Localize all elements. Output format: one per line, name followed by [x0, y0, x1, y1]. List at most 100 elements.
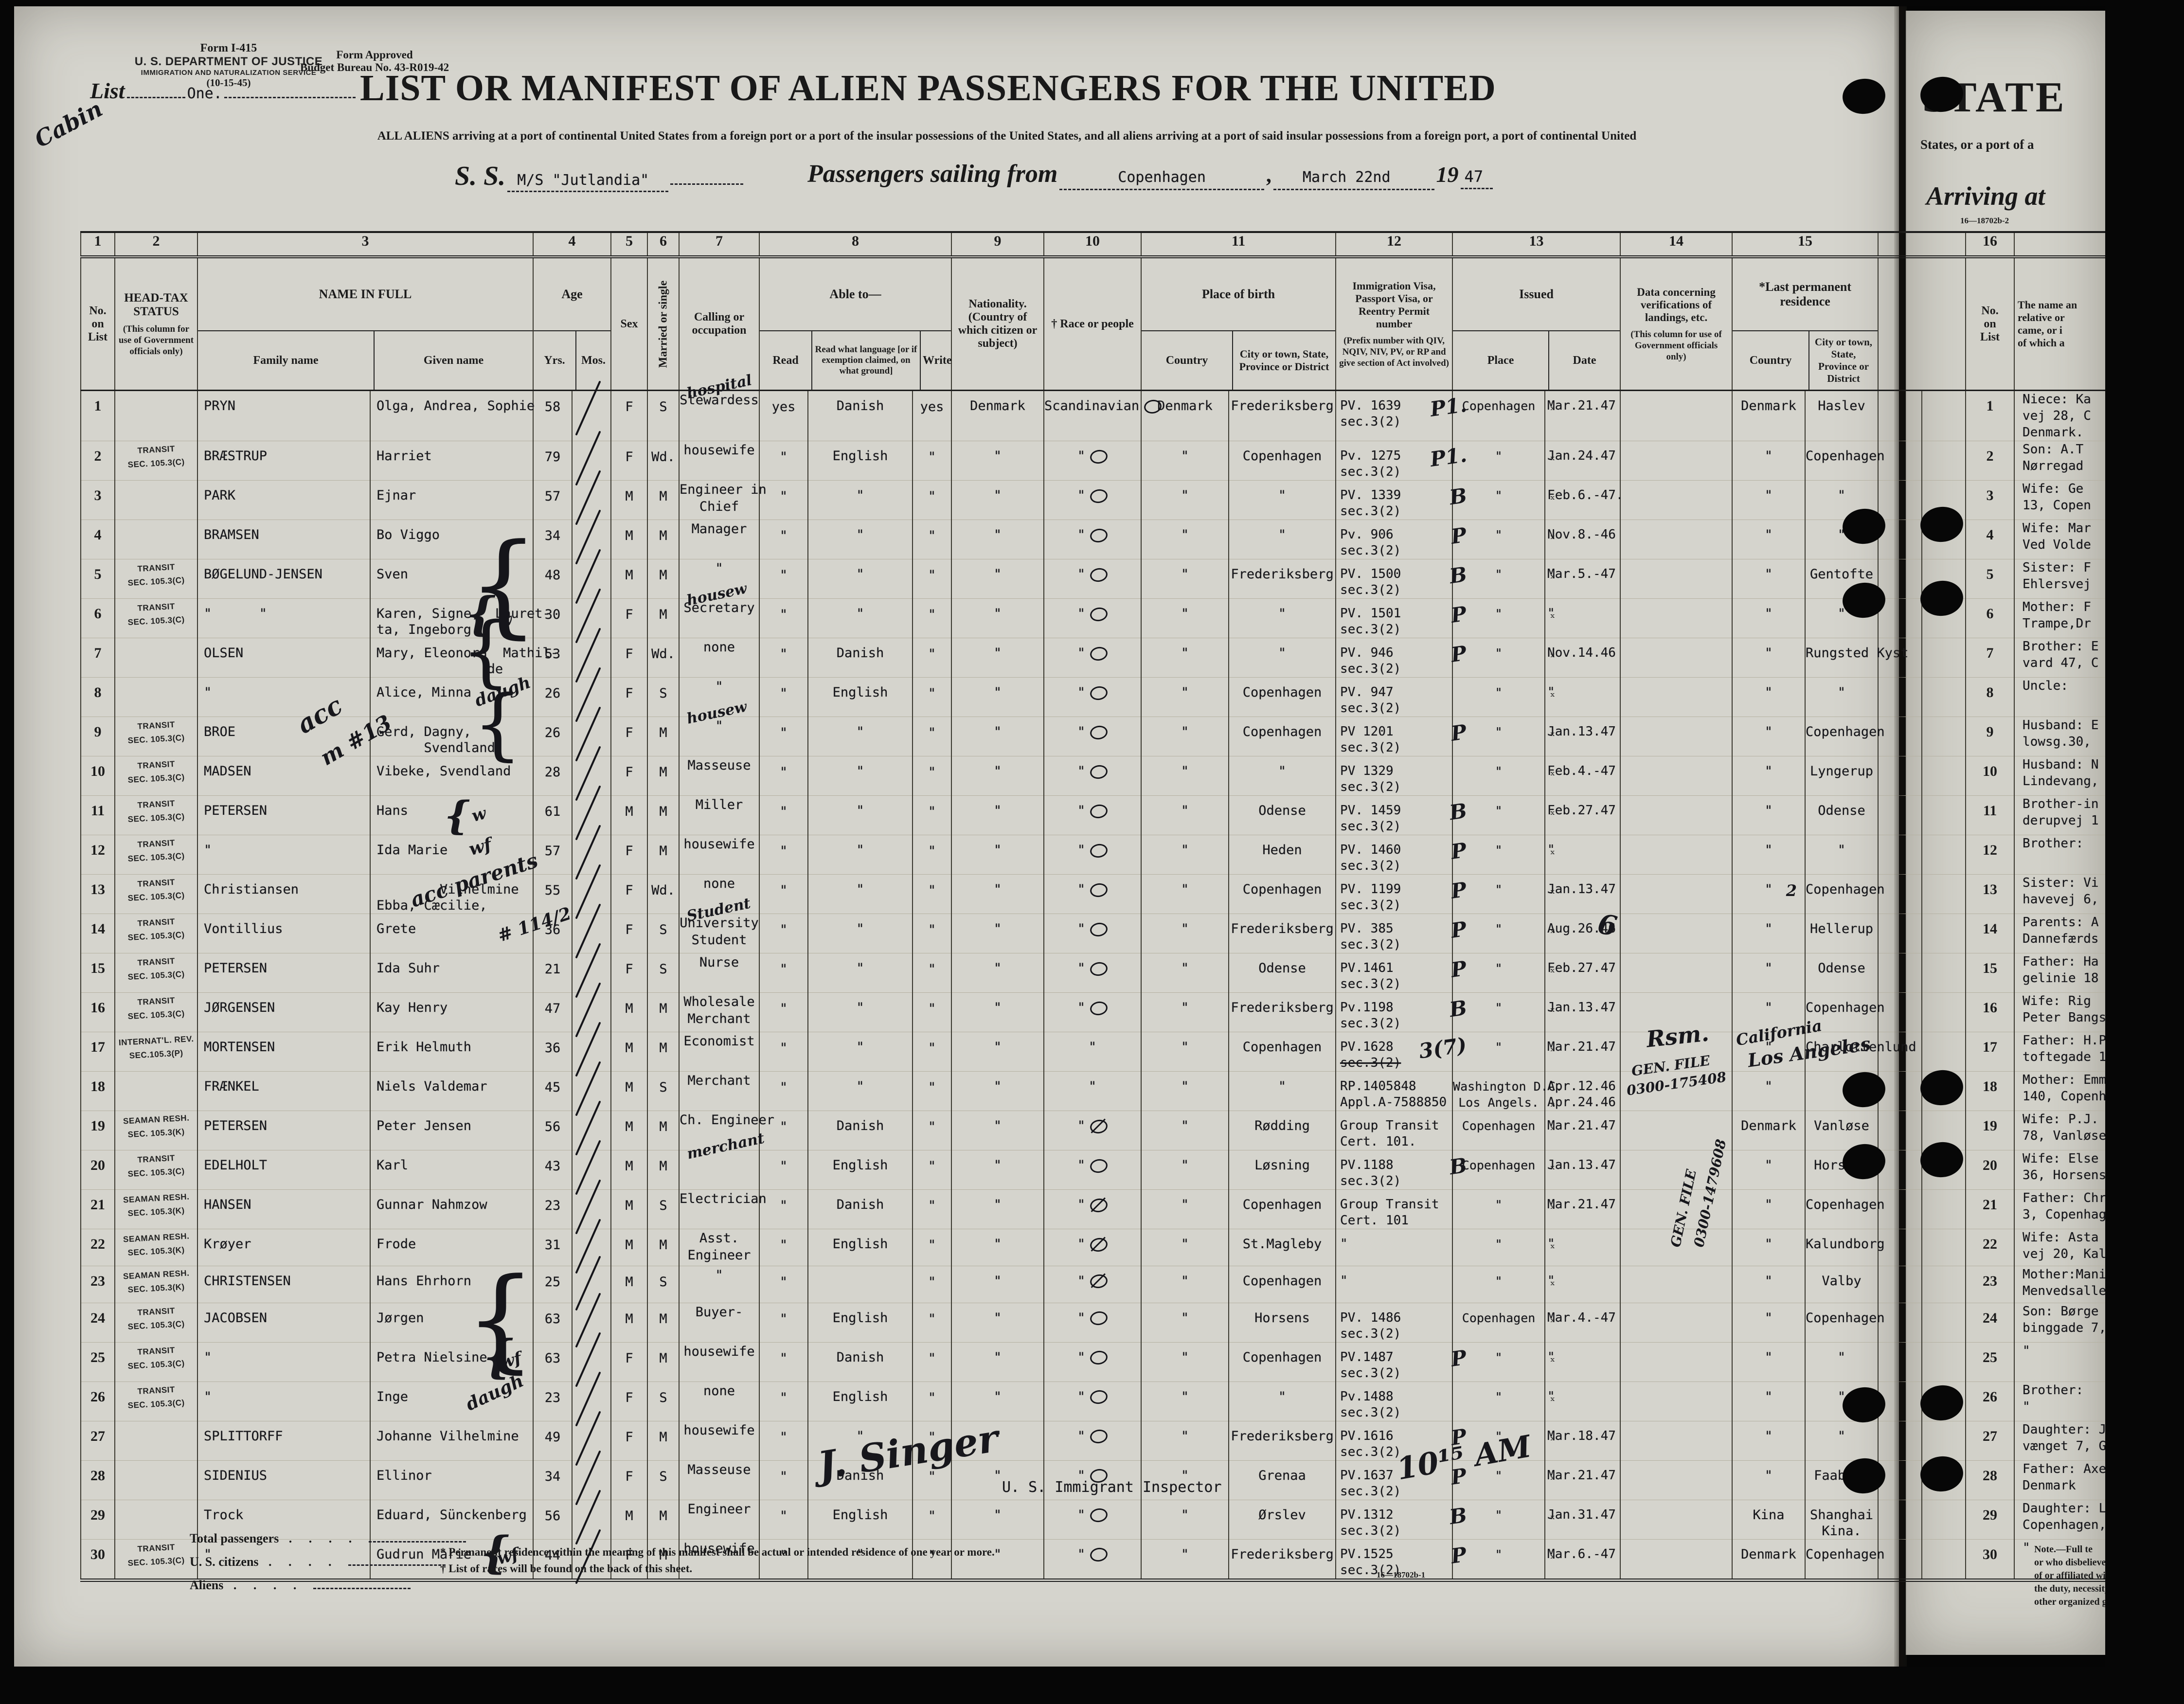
- family-name: SPLITTORFF: [204, 1428, 283, 1444]
- sex: M: [625, 568, 633, 583]
- occupation: Engineer: [687, 1501, 751, 1517]
- visa-letter-annotation: P: [1450, 720, 1468, 746]
- cell-verifications: [1620, 1302, 1733, 1343]
- line-number: 24: [90, 1309, 105, 1326]
- age-years: 34: [544, 528, 561, 543]
- able-to-write: ": [928, 1040, 936, 1056]
- issued-place: Copenhagen: [1462, 399, 1536, 413]
- cell-able-to-read: ": [759, 638, 808, 678]
- family-name: EDELHOLT: [204, 1158, 268, 1173]
- cell-content: M: [648, 1540, 679, 1563]
- relative-address-line: Copenhagen,: [2023, 1517, 2107, 1532]
- cell-content: ": [1806, 599, 1878, 622]
- cell-birth-city: Frederiksberg: [1228, 992, 1336, 1032]
- cell-family-name: Vontillius: [197, 914, 370, 953]
- relative-address-line: Wife: Mar: [2023, 521, 2091, 536]
- cell-verifications: [1620, 795, 1733, 835]
- cell-verifications: [1620, 874, 1733, 914]
- cell-content: ": [1453, 520, 1544, 543]
- cell-content: Olga, Andrea, Sophie: [371, 391, 535, 414]
- cell-content: M: [648, 1150, 679, 1174]
- cell-verifications: [1620, 441, 1733, 481]
- cell-content: Pv.1488 sec.3(2): [1336, 1382, 1452, 1421]
- manifest-row: 19 SEAMAN RESH. SEC. 105.3(K) PETERSEN Peter…: [80, 1111, 2107, 1150]
- cell-content: ": [760, 914, 807, 938]
- cell-content: 21: [534, 953, 572, 977]
- sailing-port: Copenhagen: [1059, 169, 1264, 190]
- cell-verifications: [1620, 1420, 1733, 1461]
- marital-status: Wd.: [651, 883, 675, 898]
- cell-content: ": [1044, 1190, 1141, 1214]
- cell-head-tax-status: TRANSIT SEC. 105.3(C): [114, 914, 197, 953]
- cell-given-name: Niels Valdemar: [370, 1071, 533, 1111]
- col-header-place-of-birth: Place of birth Country City or town, Stat…: [1141, 257, 1336, 391]
- able-to-read: ": [779, 962, 788, 977]
- cell-residence-city: Copenhagen: [1805, 717, 1885, 756]
- cell-marital-status: S: [647, 953, 679, 993]
- cell-marital-status: S: [647, 1189, 679, 1229]
- residence-country: ": [1764, 1040, 1773, 1055]
- cell-content: M: [611, 1072, 647, 1095]
- cell-content: PETERSEN: [198, 953, 370, 976]
- cell-able-to-read: ": [759, 1499, 808, 1540]
- birth-country: Denmark: [1157, 398, 1213, 413]
- cell-able-to-read: ": [759, 1460, 808, 1500]
- read-language: English: [832, 1158, 888, 1173]
- colnum-14: 14: [1620, 232, 1733, 258]
- line-number: 26: [90, 1388, 105, 1405]
- cell-able-to-read: ": [759, 480, 808, 520]
- cell-issued-place: ": [1452, 1189, 1545, 1229]
- cell-content: Asst. Engineer: [680, 1229, 759, 1263]
- colnum-9: 9: [951, 232, 1044, 258]
- visa-number-line: PV. 1460: [1340, 843, 1401, 857]
- race: ": [1044, 1500, 1141, 1524]
- relative-address-line: Father: Ha: [2023, 954, 2099, 969]
- cell-issued-date: Jan.24.47: [1544, 441, 1621, 481]
- cell-content: ": [198, 835, 370, 858]
- issued-place: ": [1495, 1468, 1503, 1483]
- marital-status: M: [659, 528, 667, 543]
- line-number: 27: [90, 1428, 105, 1444]
- cell-content: Vilhelmine Ebba, Cæcilie,: [371, 875, 533, 914]
- occupation: Masseuse: [687, 1462, 751, 1477]
- cell-marital-status: S: [647, 1071, 679, 1111]
- cell-content: ": [952, 1343, 1043, 1365]
- relationship-annotation: {: [445, 792, 470, 838]
- read-language: ": [856, 843, 864, 858]
- cell-age-months: [572, 1460, 611, 1500]
- cell-content: 11: [81, 796, 114, 819]
- cell-visa-number: ": [1335, 1265, 1453, 1303]
- age-years: 43: [544, 1159, 561, 1174]
- read-language: ": [856, 724, 864, 739]
- read-language: ": [856, 488, 864, 503]
- cell-issued-date: ": [1544, 1265, 1621, 1303]
- race: ": [1044, 756, 1141, 780]
- cell-line-number-right: 7: [1965, 638, 2015, 678]
- cell-content: TRANSIT SEC. 105.3(C): [115, 835, 197, 863]
- cell-read-language: ": [807, 717, 913, 756]
- cell-read-language: English: [807, 1302, 913, 1343]
- cell-race: ": [1043, 756, 1142, 796]
- sex: M: [625, 1274, 633, 1290]
- cell-birth-country: ": [1141, 1111, 1229, 1150]
- cell-nationality: ": [951, 677, 1044, 717]
- cell-able-to-read: ": [759, 914, 808, 953]
- residence-country: ": [1764, 1349, 1773, 1365]
- able-to-write: ": [928, 1508, 936, 1524]
- cell-content: " ": [198, 599, 370, 622]
- cell-content: ": [198, 1540, 370, 1562]
- cell-content: ": [760, 835, 807, 859]
- race: ": [1044, 875, 1141, 898]
- cell-content: ": [760, 1229, 807, 1253]
- cell-content: M: [648, 1343, 679, 1366]
- cell-relative-address: Brother-in derupvej 1: [2014, 795, 2107, 835]
- cell-content: Odense: [1806, 953, 1878, 976]
- able-to-read: ": [779, 489, 788, 504]
- cell-residence-city: ": [1805, 1420, 1879, 1461]
- cell-issued-date: ": [1544, 677, 1621, 717]
- race-circle-mark: [1089, 842, 1109, 859]
- cell-verifications: [1620, 1499, 1733, 1540]
- visa-letter-annotation: P: [1450, 1345, 1468, 1371]
- birth-city: Frederiksberg: [1231, 567, 1334, 582]
- cell-margin-right: [1921, 717, 1966, 756]
